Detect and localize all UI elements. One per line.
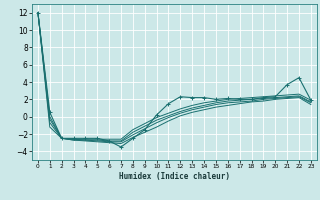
X-axis label: Humidex (Indice chaleur): Humidex (Indice chaleur) [119,172,230,181]
